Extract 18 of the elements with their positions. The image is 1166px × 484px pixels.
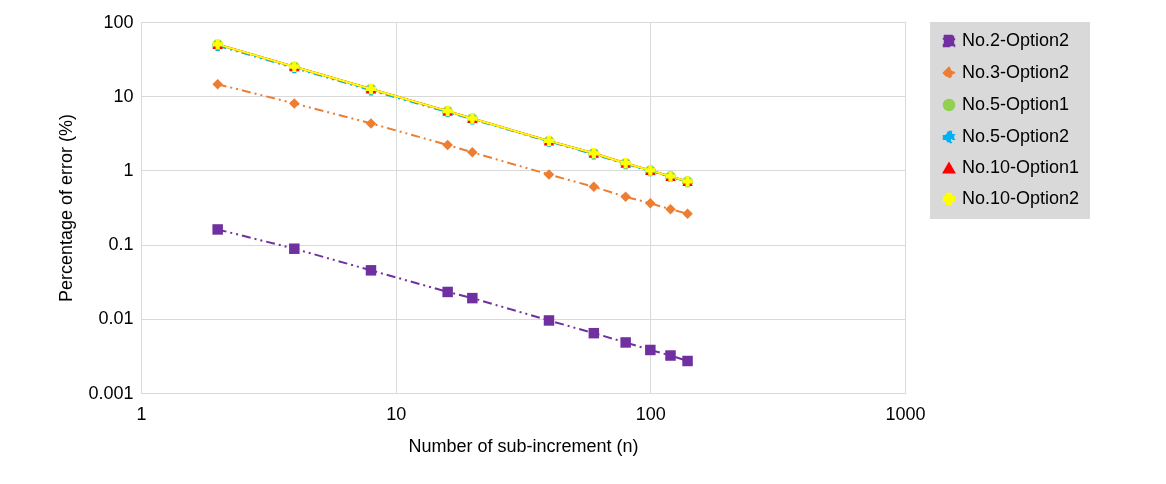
x-axis-title: Number of sub-increment (n): [408, 435, 639, 456]
legend-label: No.5-Option2: [962, 126, 1070, 146]
y-tick-label: 0.1: [108, 234, 134, 255]
legend-label: No.10-Option2: [962, 188, 1080, 208]
y-axis-title: Percentage of error (%): [56, 113, 77, 303]
y-tick-label: 0.001: [88, 382, 134, 403]
legend-label: No.2-Option2: [962, 30, 1070, 50]
x-tick-label: 100: [635, 403, 666, 424]
y-tick-label: 10: [113, 85, 134, 106]
x-tick-label: 1: [136, 403, 147, 424]
legend-label: No.5-Option1: [962, 94, 1070, 114]
legend-label: No.10-Option1: [962, 157, 1080, 177]
x-tick-label: 10: [386, 403, 407, 424]
y-tick-label: 100: [103, 11, 134, 32]
x-tick-label: 1000: [885, 403, 926, 424]
y-tick-label: 1: [123, 159, 134, 180]
y-tick-label: 0.01: [98, 308, 134, 329]
legend-label: No.3-Option2: [962, 62, 1070, 82]
